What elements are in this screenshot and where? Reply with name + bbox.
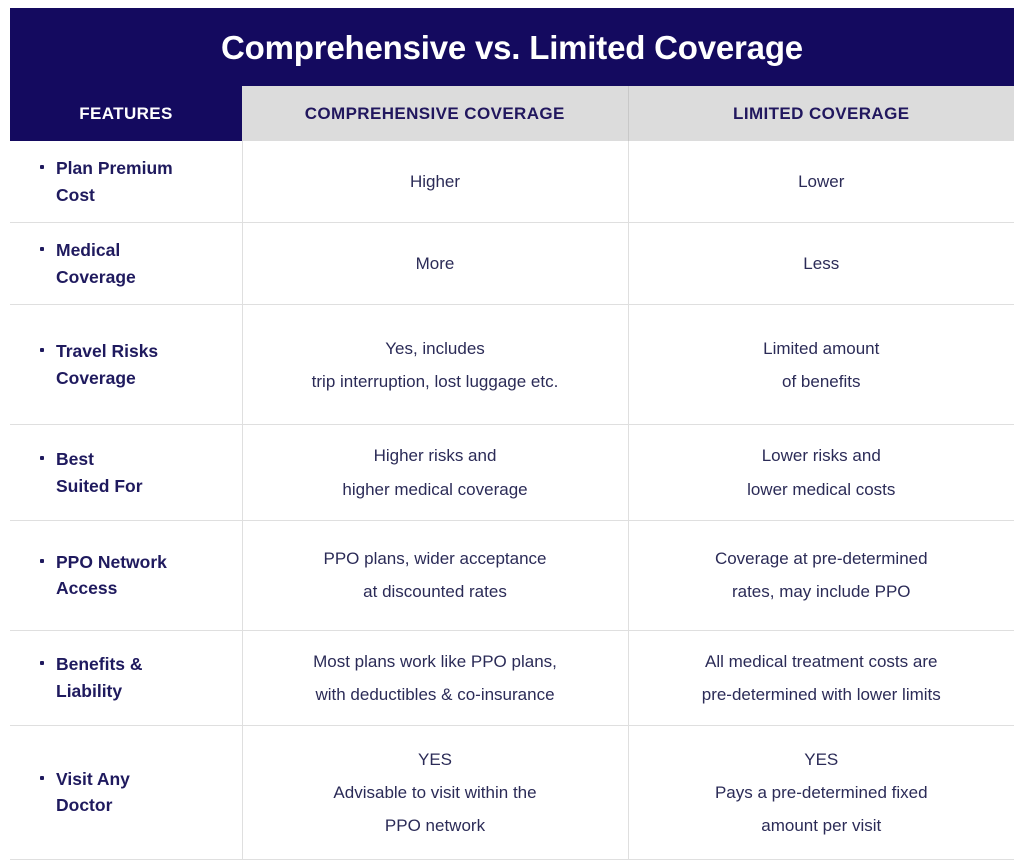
feature-line: Coverage xyxy=(56,367,136,388)
feature-line: Cost xyxy=(56,184,95,205)
comprehensive-value-cell: Most plans work like PPO plans, with ded… xyxy=(242,630,629,726)
value-line: trip interruption, lost luggage etc. xyxy=(311,371,559,391)
column-header-limited: LIMITED COVERAGE xyxy=(628,86,1014,141)
feature-label: Medical Coverage xyxy=(40,237,234,290)
feature-label: Plan Premium Cost xyxy=(40,155,234,208)
feature-cell: Best Suited For xyxy=(10,424,243,521)
table-row: Medical Coverage More Less xyxy=(10,222,1014,306)
value-line: YES xyxy=(804,749,839,769)
feature-cell: Benefits & Liability xyxy=(10,630,243,726)
feature-line: Visit Any xyxy=(56,768,130,789)
bullet-icon xyxy=(40,247,44,252)
value-line: Coverage at pre-determined xyxy=(714,549,928,569)
value-line: Yes, includes xyxy=(385,338,485,358)
feature-line: Medical xyxy=(56,240,121,261)
limited-value-cell: All medical treatment costs are pre-dete… xyxy=(628,630,1014,726)
limited-value-cell: Lower xyxy=(628,141,1014,224)
comprehensive-value-cell: More xyxy=(242,222,629,306)
table-row: PPO Network Access PPO plans, wider acce… xyxy=(10,520,1014,631)
feature-line: PPO Network xyxy=(56,551,167,572)
feature-line: Benefits & xyxy=(56,654,143,675)
feature-line: Best xyxy=(56,448,94,469)
feature-line: Plan Premium xyxy=(56,158,173,178)
bullet-icon xyxy=(40,775,44,780)
feature-line: Doctor xyxy=(56,795,113,816)
bullet-icon xyxy=(40,558,44,563)
value-line: PPO network xyxy=(384,816,486,835)
table-row: Visit Any Doctor YES Advisable to visit … xyxy=(10,725,1014,860)
bullet-icon xyxy=(40,348,44,353)
feature-line: Coverage xyxy=(56,266,136,287)
feature-label: Travel Risks Coverage xyxy=(40,338,234,391)
value-line: All medical treatment costs are xyxy=(705,651,938,671)
feature-cell: Medical Coverage xyxy=(10,222,243,306)
value-line: of benefits xyxy=(782,371,861,391)
feature-label: Best Suited For xyxy=(40,446,234,499)
comparison-table: Comprehensive vs. Limited Coverage FEATU… xyxy=(10,8,1014,860)
value-line: rates, may include PPO xyxy=(731,582,911,602)
value-line: lower medical costs xyxy=(747,479,896,499)
value-line: higher medical coverage xyxy=(342,479,528,499)
limited-value-cell: YES Pays a pre-determined fixed amount p… xyxy=(628,725,1014,860)
feature-line: Suited For xyxy=(56,475,143,496)
feature-label: Benefits & Liability xyxy=(40,651,234,704)
value-line: PPO plans, wider acceptance xyxy=(323,549,547,569)
feature-line: Liability xyxy=(56,680,123,701)
value-line: Advisable to visit within the xyxy=(333,782,537,802)
feature-label: Visit Any Doctor xyxy=(40,766,234,819)
value-line: Most plans work like PPO plans, xyxy=(313,651,557,671)
limited-value-cell: Lower risks and lower medical costs xyxy=(628,424,1014,521)
value-line: pre-determined with lower limits xyxy=(701,684,941,704)
feature-line: Travel Risks xyxy=(56,341,159,362)
limited-value-cell: Coverage at pre-determined rates, may in… xyxy=(628,520,1014,631)
feature-line: Access xyxy=(56,578,118,599)
value-line: More xyxy=(415,254,455,274)
table-row: Plan Premium Cost Higher Lower xyxy=(10,141,1014,224)
comprehensive-value-cell: Yes, includes trip interruption, lost lu… xyxy=(242,304,629,426)
bullet-icon xyxy=(40,455,44,460)
value-line: Less xyxy=(803,254,840,274)
value-line: with deductibles & co-insurance xyxy=(315,684,555,704)
column-header-row: FEATURES COMPREHENSIVE COVERAGE LIMITED … xyxy=(10,86,1014,141)
value-line: Pays a pre-determined fixed xyxy=(714,782,928,802)
value-line: Lower risks and xyxy=(761,446,881,466)
limited-value-cell: Less xyxy=(628,222,1014,306)
comprehensive-value-cell: YES Advisable to visit within the PPO ne… xyxy=(242,725,629,860)
value-line: Lower xyxy=(798,172,845,192)
feature-label: PPO Network Access xyxy=(40,549,234,602)
comprehensive-value-cell: Higher xyxy=(242,141,629,224)
comprehensive-value-cell: Higher risks and higher medical coverage xyxy=(242,424,629,521)
limited-value-cell: Limited amount of benefits xyxy=(628,304,1014,426)
feature-cell: Visit Any Doctor xyxy=(10,725,243,860)
bullet-icon xyxy=(40,661,44,666)
column-header-comprehensive: COMPREHENSIVE COVERAGE xyxy=(242,86,629,141)
table-title-banner: Comprehensive vs. Limited Coverage xyxy=(10,8,1014,86)
value-line: YES xyxy=(417,749,453,769)
column-header-features: FEATURES xyxy=(10,86,242,141)
feature-cell: PPO Network Access xyxy=(10,520,243,631)
value-line: Higher risks and xyxy=(373,446,497,466)
table-row: Travel Risks Coverage Yes, includes trip… xyxy=(10,304,1014,426)
bullet-icon xyxy=(40,165,44,169)
value-line: Higher xyxy=(409,172,461,192)
comprehensive-value-cell: PPO plans, wider acceptance at discounte… xyxy=(242,520,629,631)
value-line: Limited amount xyxy=(763,338,880,358)
comparison-grid: FEATURES COMPREHENSIVE COVERAGE LIMITED … xyxy=(10,86,1014,860)
table-row: Best Suited For Higher risks and higher … xyxy=(10,424,1014,521)
value-line: amount per visit xyxy=(761,816,882,835)
value-line: at discounted rates xyxy=(363,582,507,602)
feature-cell: Travel Risks Coverage xyxy=(10,304,243,426)
table-row: Benefits & Liability Most plans work lik… xyxy=(10,630,1014,726)
feature-cell: Plan Premium Cost xyxy=(10,141,243,224)
page-title: Comprehensive vs. Limited Coverage xyxy=(221,28,803,66)
